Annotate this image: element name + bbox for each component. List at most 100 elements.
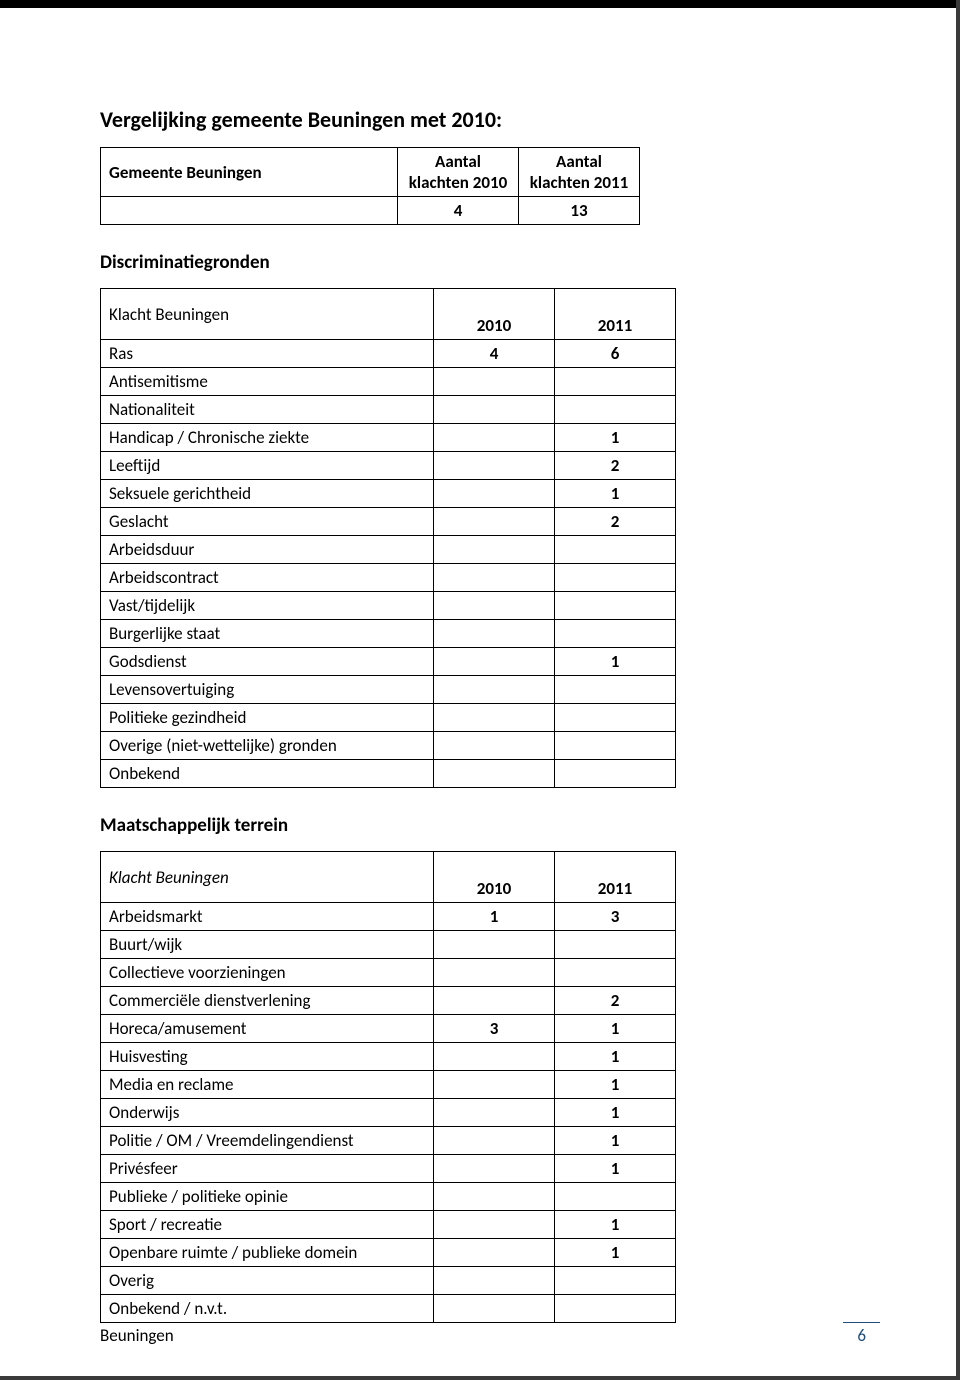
- cell-value-2010: 3: [434, 1015, 555, 1043]
- cell-value-2010: [434, 592, 555, 620]
- table-row: Geslacht 2: [101, 508, 676, 536]
- cell: 13: [519, 197, 640, 225]
- cell-label: Collectieve voorzieningen: [101, 959, 434, 987]
- cell-header-2010: Aantal klachten 2010: [398, 148, 519, 197]
- cell-value-2010: [434, 959, 555, 987]
- cell-value-2011: 2: [555, 452, 676, 480]
- cell-value-2011: [555, 592, 676, 620]
- cell-value-2010: [434, 536, 555, 564]
- table-row: Burgerlijke staat: [101, 620, 676, 648]
- cell-label: Onbekend: [101, 760, 434, 788]
- table-row: Godsdienst1: [101, 648, 676, 676]
- cell-value-2010: [434, 452, 555, 480]
- cell-label: Buurt/wijk: [101, 931, 434, 959]
- table-row: Media en reclame1: [101, 1071, 676, 1099]
- table-row: Arbeidsduur: [101, 536, 676, 564]
- cell-label: Politieke gezindheid: [101, 704, 434, 732]
- table-row: Collectieve voorzieningen: [101, 959, 676, 987]
- cell-label: Nationaliteit: [101, 396, 434, 424]
- cell-value-2011: 1: [555, 1127, 676, 1155]
- cell-value-2010: [434, 760, 555, 788]
- cell-value-2010: [434, 508, 555, 536]
- cell-label: Onbekend / n.v.t.: [101, 1295, 434, 1323]
- cell-value-2011: 1: [555, 1239, 676, 1267]
- cell-label: Ras: [101, 340, 434, 368]
- cell-value-2010: [434, 732, 555, 760]
- cell-value-2010: [434, 396, 555, 424]
- table-row: Onderwijs1: [101, 1099, 676, 1127]
- cell-value-2011: [555, 536, 676, 564]
- cell-value-2011: [555, 732, 676, 760]
- table-row: Buurt/wijk: [101, 931, 676, 959]
- cell-header-klacht: Klacht Beuningen: [101, 289, 434, 340]
- cell-header-2011: Aantal klachten 2011: [519, 148, 640, 197]
- table-row: Overig: [101, 1267, 676, 1295]
- table-row: Seksuele gerichtheid1: [101, 480, 676, 508]
- cell-value-2011: 2: [555, 508, 676, 536]
- cell-value-2010: [434, 1183, 555, 1211]
- bottom-border: [0, 1376, 960, 1380]
- table-discriminatiegronden: Klacht Beuningen20102011Ras46Antisemitis…: [100, 288, 676, 788]
- cell-value-2011: 3: [555, 903, 676, 931]
- document-page: Vergelijking gemeente Beuningen met 2010…: [0, 0, 960, 1380]
- table-row: Klacht Beuningen20102011: [101, 852, 676, 903]
- table-row: Politie / OM / Vreemdelingendienst 1: [101, 1127, 676, 1155]
- cell-label: Burgerlijke staat: [101, 620, 434, 648]
- cell-label: Overige (niet-wettelijke) gronden: [101, 732, 434, 760]
- cell-label: Levensovertuiging: [101, 676, 434, 704]
- cell-value-2010: [434, 1155, 555, 1183]
- cell-label: Media en reclame: [101, 1071, 434, 1099]
- cell-label: Politie / OM / Vreemdelingendienst: [101, 1127, 434, 1155]
- section-heading-maatschappelijk: Maatschappelijk terrein: [100, 814, 880, 837]
- section-heading-discriminatiegronden: Discriminatiegronden: [100, 251, 880, 274]
- cell-value-2010: [434, 987, 555, 1015]
- table-row: Overige (niet-wettelijke) gronden: [101, 732, 676, 760]
- cell-value-2010: [434, 1211, 555, 1239]
- cell-header-2011: 2011: [555, 289, 676, 340]
- cell-label: Overig: [101, 1267, 434, 1295]
- cell-value-2010: [434, 648, 555, 676]
- cell-label: Publieke / politieke opinie: [101, 1183, 434, 1211]
- cell-value-2011: 1: [555, 1155, 676, 1183]
- table-row: Openbare ruimte / publieke domein1: [101, 1239, 676, 1267]
- cell-label: Commerciële dienstverlening: [101, 987, 434, 1015]
- table-row: Antisemitisme: [101, 368, 676, 396]
- cell-label: Leeftijd: [101, 452, 434, 480]
- cell-label: Arbeidsduur: [101, 536, 434, 564]
- cell-value-2011: 1: [555, 648, 676, 676]
- table-maatschappelijk: Klacht Beuningen20102011Arbeidsmarkt13Bu…: [100, 851, 676, 1323]
- cell-value-2010: [434, 368, 555, 396]
- table-row: Ras46: [101, 340, 676, 368]
- cell-header-gemeente: Gemeente Beuningen: [101, 148, 398, 197]
- cell-label: Handicap / Chronische ziekte: [101, 424, 434, 452]
- table-row: Politieke gezindheid: [101, 704, 676, 732]
- cell-value-2011: [555, 676, 676, 704]
- cell-value-2011: [555, 620, 676, 648]
- cell-value-2010: [434, 620, 555, 648]
- table-row: 4 13: [101, 197, 640, 225]
- cell-label: Arbeidsmarkt: [101, 903, 434, 931]
- cell-header-klacht: Klacht Beuningen: [101, 852, 434, 903]
- cell-label: Huisvesting: [101, 1043, 434, 1071]
- cell-value-2010: [434, 564, 555, 592]
- cell-value-2011: [555, 1183, 676, 1211]
- cell-value-2011: [555, 931, 676, 959]
- cell-header-2010: 2010: [434, 289, 555, 340]
- cell-value-2011: 1: [555, 1099, 676, 1127]
- cell-value-2011: 1: [555, 1015, 676, 1043]
- cell-label: Geslacht: [101, 508, 434, 536]
- cell-header-2010: 2010: [434, 852, 555, 903]
- cell-value-2011: [555, 1295, 676, 1323]
- cell-value-2011: [555, 1267, 676, 1295]
- cell-value-2011: [555, 368, 676, 396]
- cell-value-2010: [434, 424, 555, 452]
- cell-value-2010: 4: [434, 340, 555, 368]
- table-row: Sport / recreatie1: [101, 1211, 676, 1239]
- footer-text: Beuningen: [100, 1325, 174, 1346]
- cell-header-2011: 2011: [555, 852, 676, 903]
- right-border: [956, 0, 960, 1380]
- table-row: Leeftijd 2: [101, 452, 676, 480]
- cell-value-2011: [555, 564, 676, 592]
- cell: [101, 197, 398, 225]
- cell-value-2010: [434, 1127, 555, 1155]
